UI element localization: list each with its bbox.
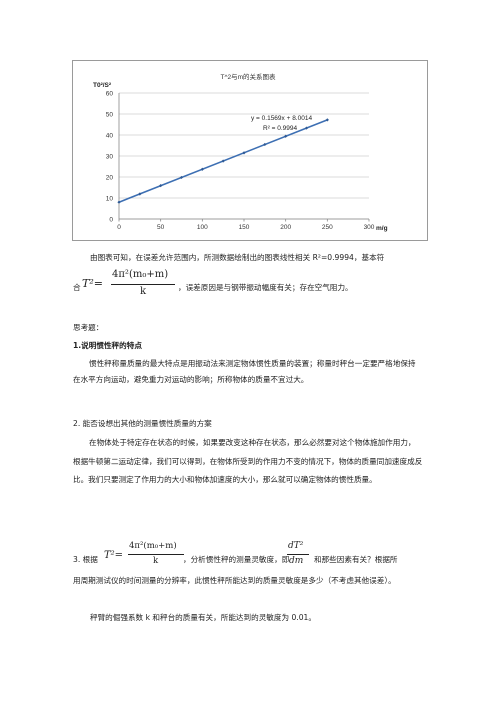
conclusion-he: 合 [73,283,81,292]
x-tick-label: 300 [364,224,375,231]
y-tick-label: 60 [106,91,114,98]
y-tick-label: 20 [106,175,114,182]
data-point [159,184,163,188]
data-point [138,192,142,196]
formula-derivative: dT² dm [286,540,312,572]
r-squared-label: R² = 0.9994 [263,125,298,132]
derivative-numerator: dT² [288,541,304,551]
derivative-denominator: dm [289,556,304,566]
formula-numerator: 4π²(m₀+m) [112,269,169,280]
q3-mid-1: ，分析惯性秤的测量灵敏度，即 [183,555,290,564]
y-tick-label: 0 [109,217,113,224]
y-tick-label: 50 [106,112,114,119]
formula-lhs: T²= [82,277,103,290]
fraction-bar-derivative [287,554,309,555]
q3-answer: 秤臂的倔强系数 k 和秤台的质量有关，所能达到的灵敏度为 0.01。 [90,613,316,622]
chart-svg: 0 10 20 30 40 50 60 0 50 100 150 200 250 300 T^2与m的关系图… [93,72,388,232]
q3-prefix: 3. 根据 [73,555,98,564]
fraction-bar [111,284,175,285]
conclusion-line-2: ，误差原因是与钢带振动幅度有关；存在空气阻力。 [178,283,353,292]
x-tick-label: 100 [197,224,208,231]
q3-mid-2: 和那些因素有关？根据所 [314,555,398,564]
questions-title: 思考题： [73,323,104,332]
q3-line-2: 用周期测试仪的时间测量的分辨率，此惯性秤所能达到的质量灵敏度是多少（不考虑其他误… [73,576,396,585]
formula-q3-numerator: 4π²(m₀+m) [129,541,177,551]
y-axis-label: T0²/S² [93,82,112,89]
q2-body: 在物体处于特定存在状态的时候，如果要改变这种存在状态，那么必然要对这个物体施加作… [73,438,423,484]
y-tick-label: 30 [106,154,114,161]
x-tick-label: 0 [117,224,121,231]
formula-q3-lhs: T²= [104,550,124,561]
q1-title: 1.说明惯性秤的特点 [73,341,142,350]
data-point [304,126,309,130]
fraction-bar-q3 [128,554,184,555]
chart-title: T^2与m的关系图表 [220,72,276,81]
formula-period-squared: T²= 4π²(m₀+m) k [82,268,192,302]
data-point [242,151,246,155]
y-tick-label: 40 [106,133,114,140]
chart-container: 0 10 20 30 40 50 60 0 50 100 150 200 250 300 T^2与m的关系图… [72,60,428,241]
q2-title: 2. 能否设想出其他的测量惯性质量的方案 [73,419,212,428]
x-tick-label: 200 [280,224,291,231]
formula-q3-denominator: k [153,556,159,566]
data-point [221,159,225,163]
y-tick-label: 10 [106,196,114,203]
trendline-equation: y = 0.1569x + 8.0014 [251,115,312,122]
conclusion-line-1: 由图表可知，在误差允许范围内，所测数据绘制出的图表线性相关 R²=0.9994，… [90,253,385,262]
x-tick-label: 50 [157,224,165,231]
data-point [200,167,204,171]
formula-q3: T²= 4π²(m₀+m) k [104,540,194,572]
x-tick-label: 150 [239,224,250,231]
formula-denominator: k [140,286,147,297]
x-axis-label: m/g [376,225,388,232]
x-tick-label: 250 [322,224,333,231]
q1-body: 惯性秤称量质量的最大特点是用振动法来测定物体惯性质量的装置；称量时秤台一定要严格… [73,359,416,384]
